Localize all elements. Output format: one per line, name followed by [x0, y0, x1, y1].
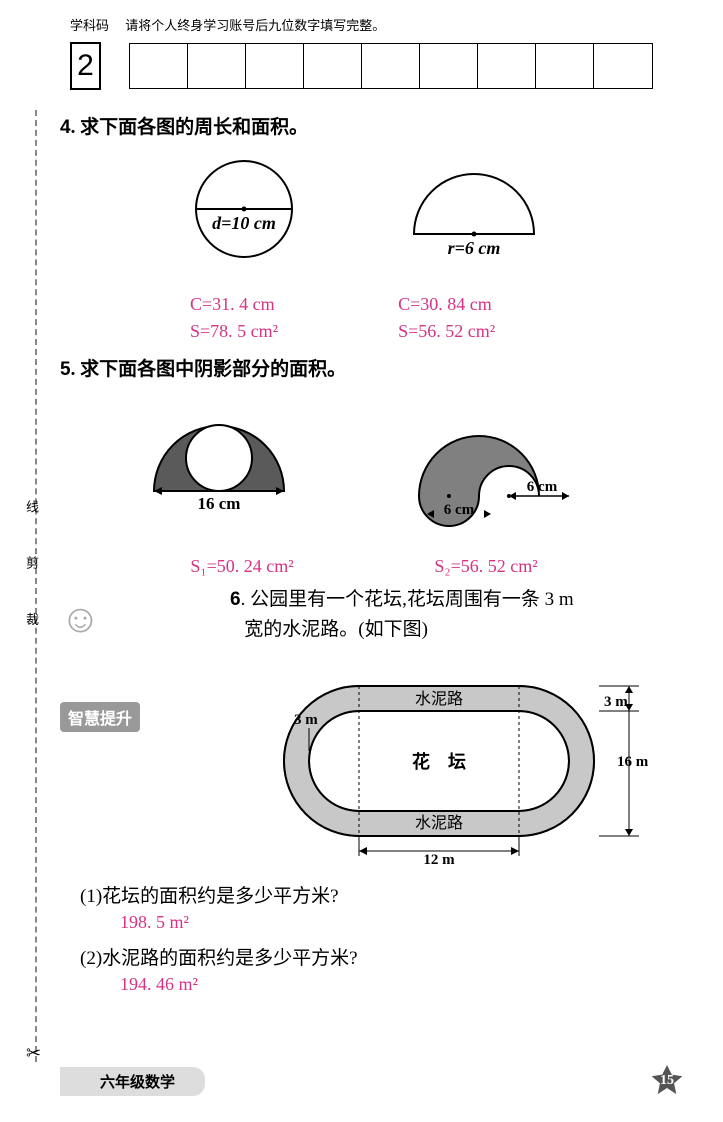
- q5-title: 5. 求下面各图中阴影部分的面积。: [60, 354, 668, 381]
- svg-text:3 m: 3 m: [604, 694, 628, 710]
- q6-diagram: 水泥路 花 坛 水泥路 3 m 3 m 16 m: [230, 656, 668, 871]
- mascot-icon: ☺: [60, 595, 220, 642]
- id-input-boxes[interactable]: [129, 43, 653, 89]
- svg-text:水泥路: 水泥路: [415, 690, 463, 708]
- svg-text:12 m: 12 m: [423, 852, 455, 866]
- svg-text:6 cm: 6 cm: [527, 479, 558, 495]
- svg-text:16 cm: 16 cm: [198, 494, 241, 513]
- q5-ans2: S₂=56. 52 cm²: [434, 556, 537, 577]
- wisdom-badge: 智慧提升: [60, 702, 140, 732]
- id-instruction: 请将个人终身学习账号后九位数字填写完整。: [125, 18, 385, 33]
- q6-text: 6. 公园里有一个花坛,花坛周围有一条 3 m 宽的水泥路。(如下图): [230, 585, 668, 646]
- svg-text:r=6 cm: r=6 cm: [448, 238, 501, 258]
- page-number-badge: 15: [651, 1065, 683, 1097]
- q4-semicircle-figure: r=6 cm: [399, 154, 549, 279]
- q4-title: 4. 求下面各图的周长和面积。: [60, 112, 668, 139]
- q6-sub2-a: 194. 46 m²: [120, 974, 668, 995]
- scissor-icon: ✂: [26, 1043, 41, 1064]
- svg-text:花 坛: 花 坛: [412, 751, 466, 772]
- svg-text:3 m: 3 m: [294, 712, 318, 728]
- q6-sub1-a: 198. 5 m²: [120, 912, 668, 933]
- q4-circle-c: C=31. 4 cm: [190, 294, 278, 315]
- q4-semi-c: C=30. 84 cm: [398, 294, 495, 315]
- q4-circle-figure: d=10 cm: [179, 154, 309, 279]
- subject-code-box: 2: [70, 42, 101, 90]
- q6-sub1-q: (1)花坛的面积约是多少平方米?: [80, 881, 668, 908]
- svg-text:16 m: 16 m: [617, 754, 649, 770]
- svg-text:水泥路: 水泥路: [415, 814, 463, 832]
- svg-text:6 cm: 6 cm: [444, 502, 475, 518]
- svg-text:d=10 cm: d=10 cm: [212, 213, 276, 233]
- footer-grade: 六年级数学: [60, 1067, 205, 1096]
- subject-code-label: 学科码: [70, 18, 109, 33]
- q4-circle-s: S=78. 5 cm²: [190, 321, 278, 342]
- q5-fig1: 16 cm: [129, 396, 309, 541]
- q5-ans1: S₁=50. 24 cm²: [190, 556, 293, 577]
- q6-sub2-q: (2)水泥路的面积约是多少平方米?: [80, 943, 668, 970]
- q4-semi-s: S=56. 52 cm²: [398, 321, 495, 342]
- q5-fig2: 6 cm 6 cm: [379, 396, 599, 541]
